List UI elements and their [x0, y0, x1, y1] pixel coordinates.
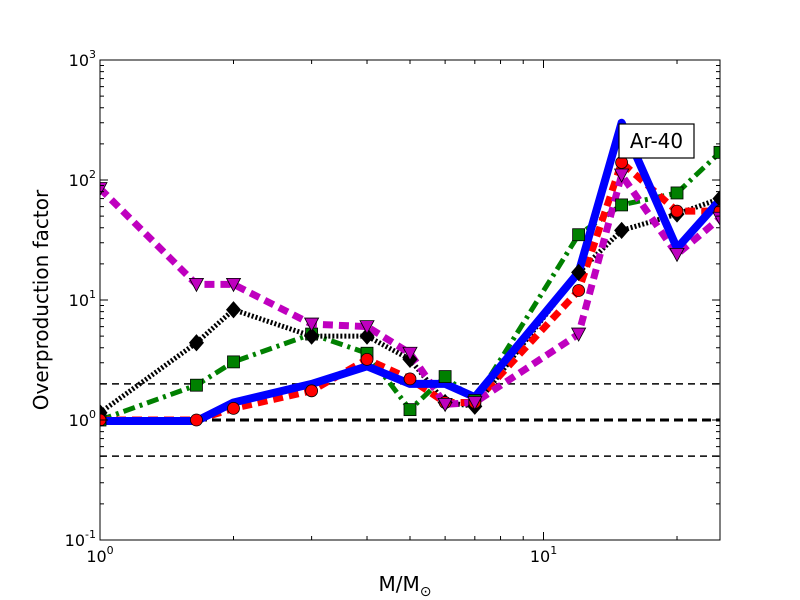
data-point [225, 277, 242, 293]
data-point [713, 145, 720, 159]
data-point [572, 228, 586, 242]
data-point [227, 355, 240, 369]
data-point [190, 378, 203, 392]
series-line-3 [100, 171, 720, 408]
data-point [360, 352, 374, 366]
x-tick-label: 100 [86, 544, 113, 566]
data-point [615, 198, 629, 212]
data-point [670, 204, 684, 218]
x-axis-label-sub: ⊙ [420, 584, 432, 600]
y-tick-label: 102 [69, 168, 96, 190]
data-point [712, 211, 720, 227]
x-axis-label: M/M⊙ [379, 572, 432, 600]
data-point [614, 221, 630, 240]
data-point [669, 247, 685, 263]
data-point [402, 346, 418, 362]
data-point [403, 403, 417, 417]
data-point [304, 327, 320, 345]
y-tick-label: 101 [69, 288, 96, 310]
y-tick-label: 103 [69, 48, 96, 70]
data-point [437, 397, 453, 413]
data-point [403, 372, 417, 386]
data-point [225, 301, 242, 319]
data-point [359, 320, 375, 335]
data-point [438, 370, 452, 383]
series-line-1 [100, 196, 720, 415]
data-point [303, 317, 320, 332]
data-point [613, 168, 630, 183]
data-point [572, 284, 586, 297]
data-point [227, 401, 240, 415]
data-point [570, 327, 587, 342]
data-point [305, 384, 319, 398]
y-axis-label: Overproduction factor [29, 189, 53, 410]
data-point [190, 413, 203, 427]
y-tick-label: 100 [69, 408, 96, 430]
data-point [571, 263, 587, 281]
series-line-2 [100, 158, 720, 424]
data-point [188, 277, 205, 293]
data-point [359, 327, 375, 345]
x-tick-label: 101 [530, 544, 557, 566]
y-tick-label: 10-1 [65, 528, 96, 550]
series-line-0 [100, 150, 720, 423]
annotation-box: Ar-40 [618, 123, 695, 159]
data-point [188, 334, 204, 352]
data-point [467, 396, 483, 411]
x-axis-label-main: M/M [379, 572, 420, 596]
data-point [670, 186, 684, 200]
annotation-label: Ar-40 [630, 129, 683, 153]
